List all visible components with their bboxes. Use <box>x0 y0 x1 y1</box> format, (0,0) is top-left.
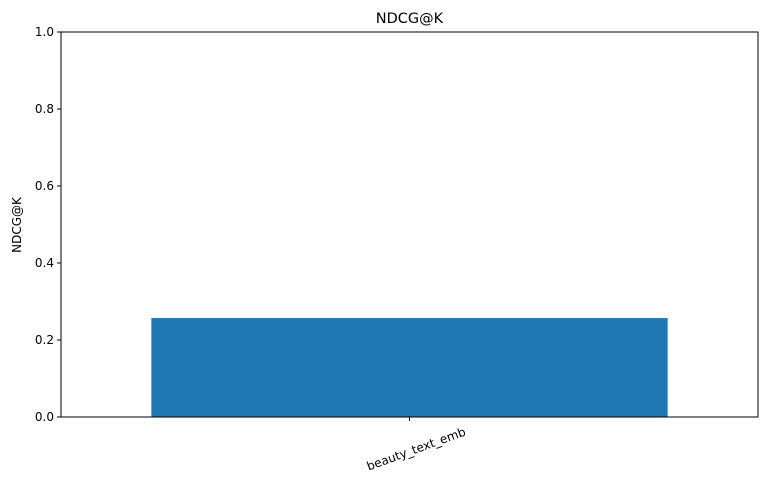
y-tick-label: 0.0 <box>35 410 54 424</box>
y-tick-label: 0.2 <box>35 333 54 347</box>
chart-title: NDCG@K <box>376 11 444 27</box>
y-axis-label: NDCG@K <box>10 196 24 253</box>
y-tick-label: 1.0 <box>35 25 54 39</box>
x-axis-ticks: beauty_text_emb <box>365 417 468 473</box>
y-axis-ticks: 0.0 0.2 0.4 0.6 0.8 1.0 <box>35 25 61 424</box>
bars-group <box>151 318 668 417</box>
bar-beauty_text_emb <box>151 318 668 417</box>
y-tick-label: 0.8 <box>35 102 54 116</box>
y-tick-label: 0.6 <box>35 179 54 193</box>
x-tick-label: beauty_text_emb <box>365 425 468 474</box>
y-tick-label: 0.4 <box>35 256 54 270</box>
